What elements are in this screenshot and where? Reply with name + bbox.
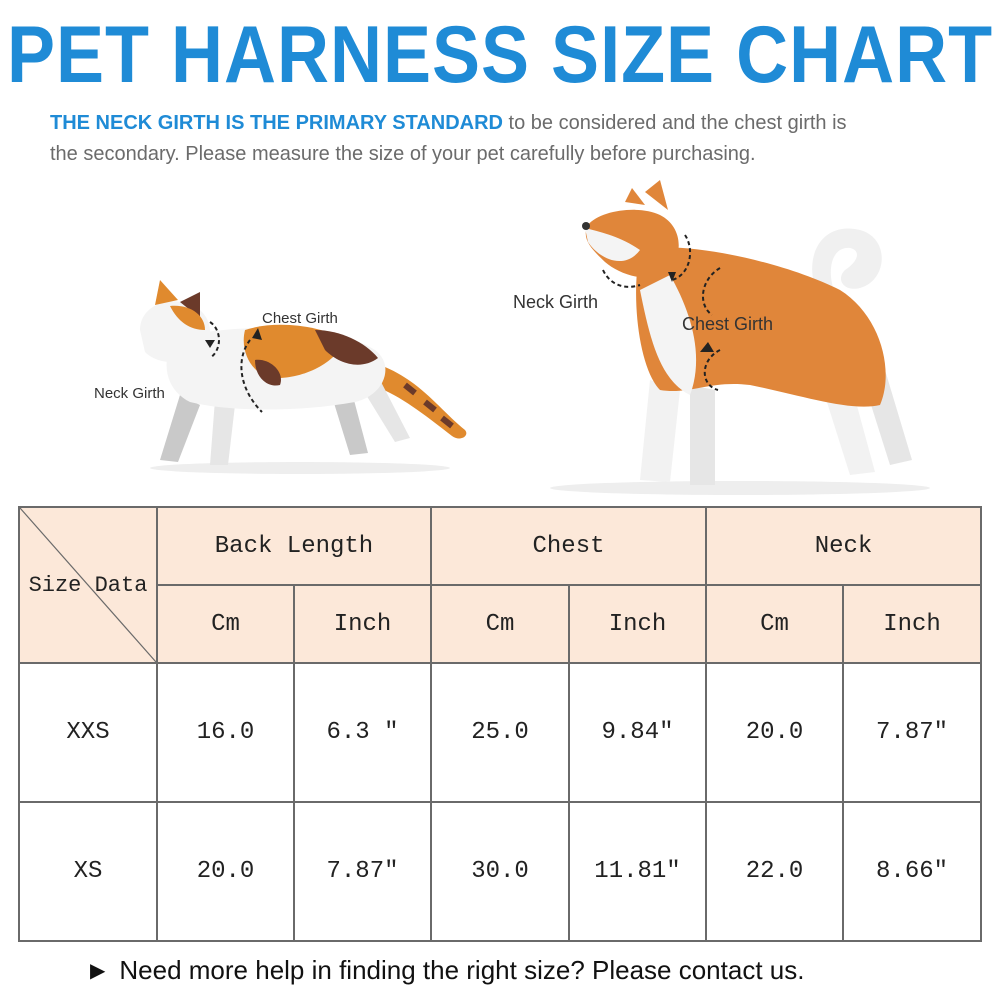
corner-diagonal	[20, 508, 156, 662]
corner-cell: Size Data	[18, 506, 158, 664]
unit-header: Cm	[430, 584, 570, 664]
size-table: Size Data Back Length Chest Neck Cm Inch…	[18, 506, 983, 942]
intro-rest: to be considered and the chest girth is	[502, 112, 847, 134]
unit-header: Inch	[293, 584, 432, 664]
value-cell: 8.66″	[842, 801, 983, 942]
unit-header: Cm	[705, 584, 845, 664]
play-arrow-icon: ▶	[90, 960, 106, 982]
pet-illustration: Chest Girth Neck Girth Neck Girth Chest …	[94, 180, 930, 495]
value-cell: 9.84″	[567, 662, 708, 803]
table-row: XS 20.0 7.87″ 30.0 11.81″ 22.0 8.66″	[18, 801, 983, 942]
corner-label: Size Data	[28, 572, 148, 598]
value-cell: 6.3 ″	[293, 662, 432, 803]
value-cell: 30.0	[430, 801, 570, 942]
size-cell: XXS	[18, 662, 158, 803]
value-cell: 11.81″	[567, 801, 708, 942]
cat-chest-label: Chest Girth	[262, 310, 338, 327]
table-header-row: Size Data Back Length Chest Neck	[18, 506, 983, 664]
unit-header: Inch	[842, 584, 983, 664]
value-cell: 20.0	[156, 801, 295, 942]
value-cell: 20.0	[705, 662, 845, 803]
unit-header: Cm	[156, 584, 295, 664]
value-cell: 25.0	[430, 662, 570, 803]
value-cell: 7.87″	[293, 801, 432, 942]
table-unit-row: Cm Inch Cm Inch Cm Inch	[19, 584, 983, 664]
group-header: Back Length	[156, 506, 432, 586]
help-text: Need more help in finding the right size…	[119, 955, 805, 985]
cat-illustration: Chest Girth Neck Girth	[94, 280, 467, 474]
help-footer: ▶ Need more help in finding the right siz…	[90, 955, 804, 986]
cat-neck-label: Neck Girth	[94, 385, 165, 402]
group-header: Chest	[429, 506, 708, 586]
unit-header: Inch	[567, 584, 708, 664]
group-header: Neck	[705, 506, 983, 586]
intro-line2: the secondary. Please measure the size o…	[50, 143, 756, 165]
dog-illustration: Neck Girth Chest Girth	[513, 180, 930, 495]
size-cell: XS	[18, 801, 158, 942]
dog-chest-label: Chest Girth	[682, 314, 773, 334]
page-title: PET HARNESS SIZE CHART	[6, 10, 994, 100]
intro-text: THE NECK GIRTH IS THE PRIMARY STANDARD t…	[50, 108, 970, 170]
dog-neck-label: Neck Girth	[513, 292, 598, 312]
intro-emphasis: THE NECK GIRTH IS THE PRIMARY STANDARD	[50, 112, 503, 134]
table-row: XXS 16.0 6.3 ″ 25.0 9.84″ 20.0 7.87″	[18, 662, 983, 803]
value-cell: 22.0	[705, 801, 845, 942]
value-cell: 7.87″	[842, 662, 983, 803]
value-cell: 16.0	[156, 662, 295, 803]
